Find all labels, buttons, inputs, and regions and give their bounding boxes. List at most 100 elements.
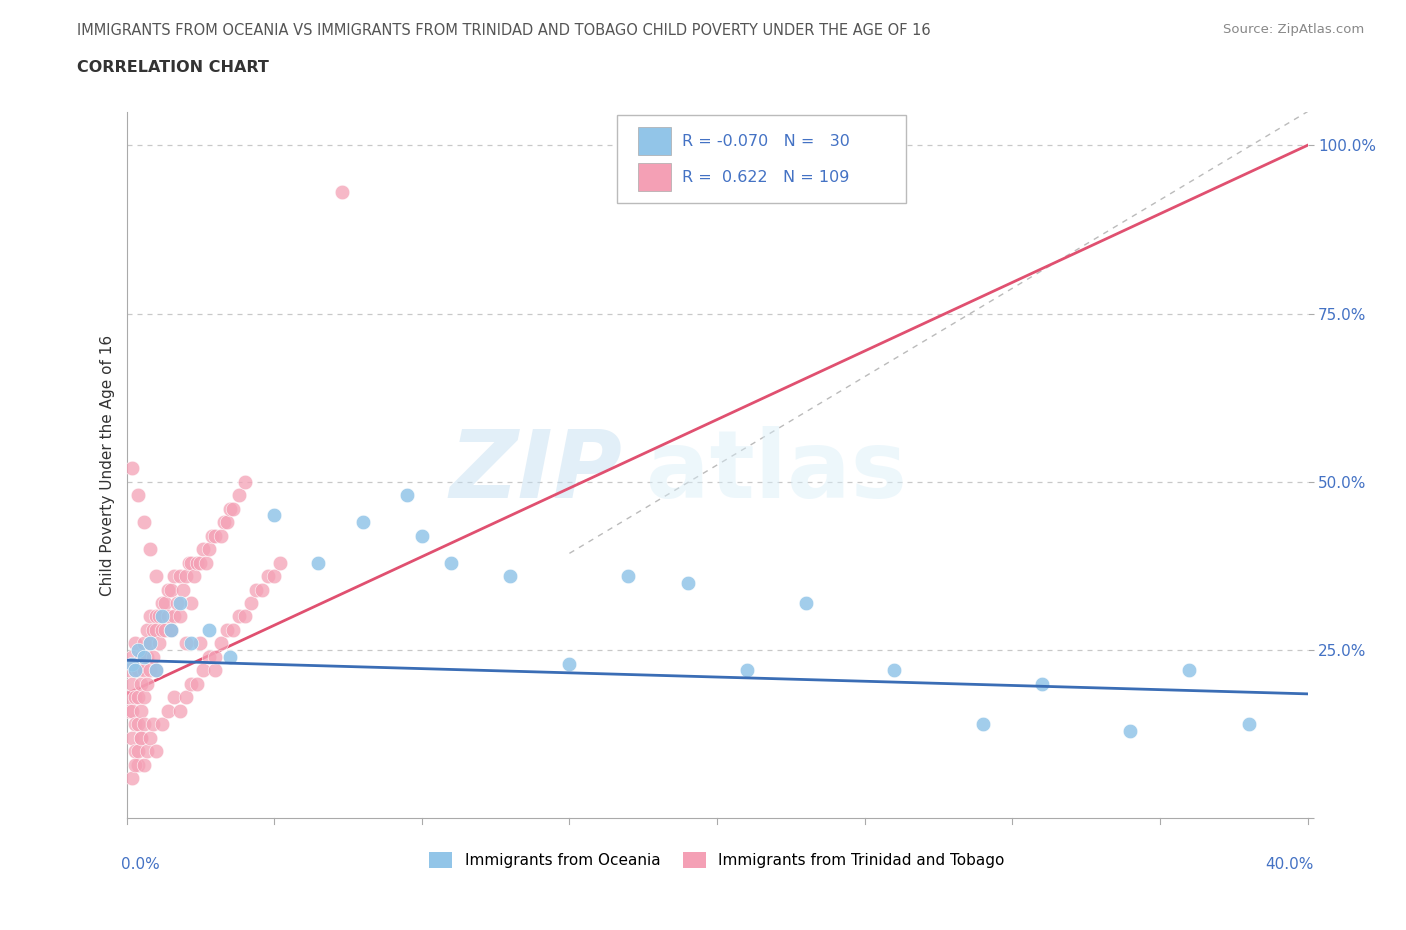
Point — [180, 636, 202, 651]
Point — [145, 609, 167, 624]
Point — [127, 690, 149, 705]
Point — [118, 663, 141, 678]
Point — [169, 703, 191, 718]
Y-axis label: Child Poverty Under the Age of 16: Child Poverty Under the Age of 16 — [100, 335, 115, 595]
Point — [142, 622, 165, 637]
Point — [228, 488, 250, 503]
Point — [127, 643, 149, 658]
Point — [330, 185, 353, 200]
Point — [121, 730, 143, 745]
Point — [142, 717, 165, 732]
Point — [239, 595, 262, 610]
Point — [352, 515, 374, 530]
Point — [150, 717, 173, 732]
Point — [136, 744, 159, 759]
Point — [172, 582, 194, 597]
Point — [160, 622, 183, 637]
Point — [139, 730, 162, 745]
Point — [169, 568, 191, 583]
Point — [204, 649, 226, 664]
Point — [145, 568, 167, 583]
Point — [558, 657, 581, 671]
Point — [153, 622, 176, 637]
Point — [198, 622, 221, 637]
Point — [134, 636, 156, 651]
Point — [136, 649, 159, 664]
Point — [124, 663, 146, 678]
Point — [124, 757, 146, 772]
Point — [222, 622, 245, 637]
Point — [180, 595, 202, 610]
Point — [139, 609, 162, 624]
FancyBboxPatch shape — [617, 115, 905, 204]
Point — [883, 663, 905, 678]
Point — [163, 609, 186, 624]
Text: R =  0.622   N = 109: R = 0.622 N = 109 — [682, 170, 849, 185]
Point — [209, 636, 232, 651]
Point — [411, 528, 433, 543]
Point — [153, 595, 176, 610]
Point — [134, 515, 156, 530]
Point — [257, 568, 280, 583]
Point — [139, 636, 162, 651]
Point — [129, 730, 153, 745]
Point — [188, 555, 212, 570]
Text: atlas: atlas — [647, 426, 907, 518]
Point — [180, 676, 202, 691]
Point — [180, 555, 202, 570]
Point — [169, 609, 191, 624]
Point — [499, 568, 522, 583]
Text: 0.0%: 0.0% — [121, 857, 159, 872]
Point — [193, 663, 215, 678]
Point — [148, 636, 170, 651]
Point — [150, 595, 173, 610]
Point — [118, 703, 141, 718]
Point — [676, 576, 699, 591]
Point — [150, 609, 173, 624]
Point — [198, 541, 221, 556]
Point — [204, 528, 226, 543]
Point — [145, 663, 167, 678]
Point — [121, 649, 143, 664]
Point — [127, 757, 149, 772]
Point — [134, 757, 156, 772]
Point — [198, 649, 221, 664]
Text: CORRELATION CHART: CORRELATION CHART — [77, 60, 269, 75]
Point — [127, 717, 149, 732]
Point — [160, 622, 183, 637]
Point — [121, 657, 143, 671]
Point — [121, 676, 143, 691]
Text: 40.0%: 40.0% — [1265, 857, 1313, 872]
Point — [174, 568, 197, 583]
Point — [156, 703, 179, 718]
Point — [163, 568, 186, 583]
Point — [228, 609, 250, 624]
Point — [124, 636, 146, 651]
Point — [233, 474, 256, 489]
Point — [139, 636, 162, 651]
FancyBboxPatch shape — [638, 163, 671, 192]
Point — [129, 649, 153, 664]
Point — [121, 461, 143, 476]
Point — [160, 582, 183, 597]
Text: IMMIGRANTS FROM OCEANIA VS IMMIGRANTS FROM TRINIDAD AND TOBAGO CHILD POVERTY UND: IMMIGRANTS FROM OCEANIA VS IMMIGRANTS FR… — [77, 23, 931, 38]
Point — [134, 690, 156, 705]
Point — [160, 622, 183, 637]
Point — [124, 690, 146, 705]
Point — [118, 690, 141, 705]
Point — [145, 744, 167, 759]
Point — [124, 717, 146, 732]
Point — [145, 663, 167, 678]
Point — [219, 501, 242, 516]
Point — [145, 622, 167, 637]
Point — [148, 609, 170, 624]
Point — [209, 528, 232, 543]
Point — [263, 568, 285, 583]
Point — [166, 595, 188, 610]
Point — [222, 501, 245, 516]
Point — [188, 636, 212, 651]
Point — [139, 541, 162, 556]
Point — [308, 555, 330, 570]
Point — [156, 609, 179, 624]
Point — [174, 636, 197, 651]
